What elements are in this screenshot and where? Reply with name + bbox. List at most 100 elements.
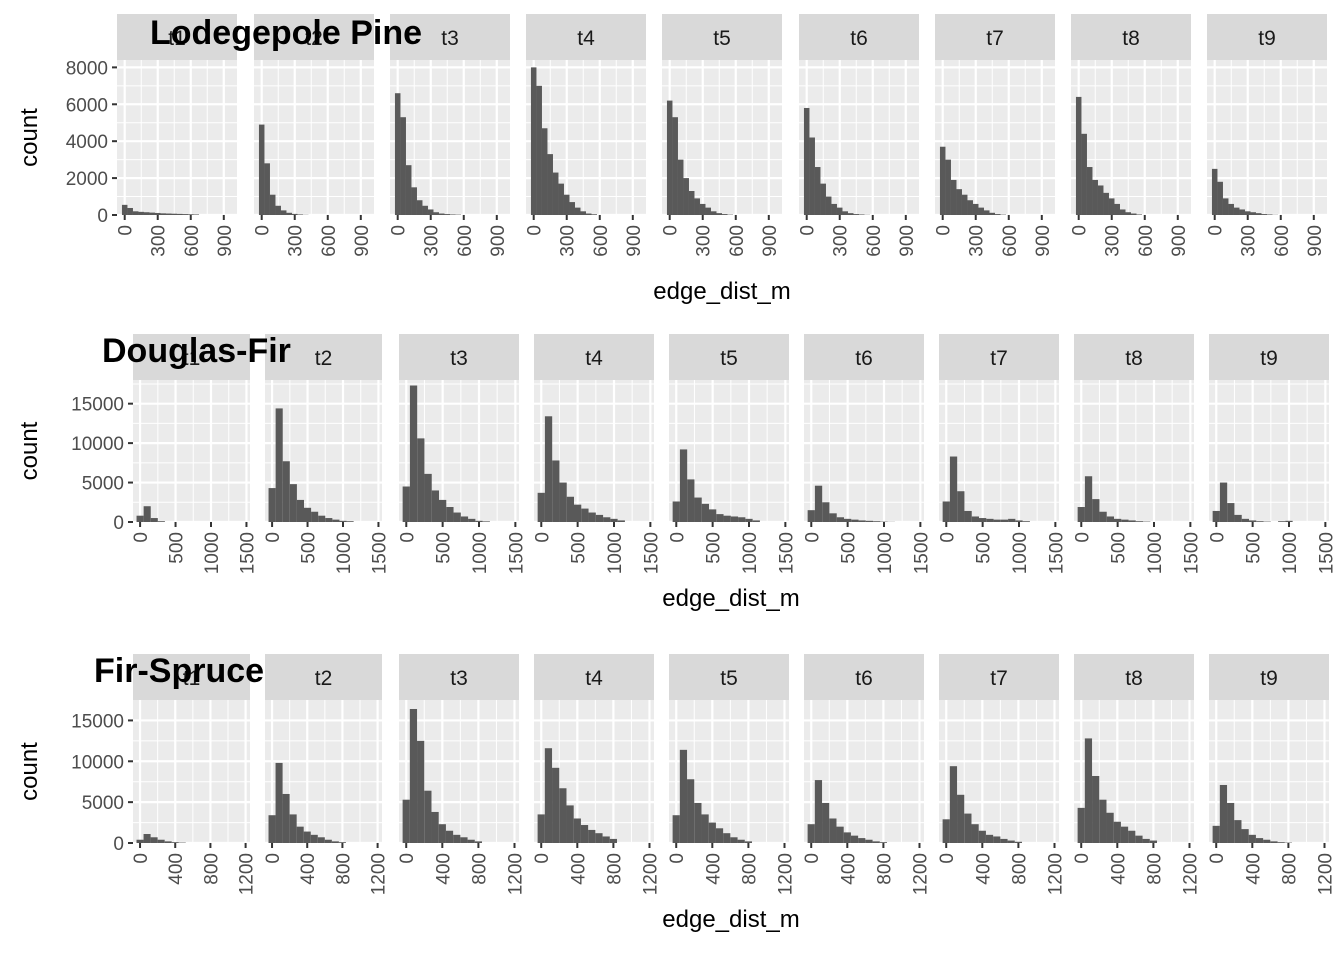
histogram-bar	[1228, 203, 1234, 215]
x-tick-label: 0	[263, 853, 284, 864]
x-tick-label: 600	[864, 225, 885, 257]
x-tick-label: 300	[558, 225, 579, 257]
histogram-bar	[701, 814, 709, 843]
strip-t4	[534, 334, 654, 380]
histogram-bar	[566, 805, 574, 843]
histogram-bar	[1256, 521, 1264, 522]
y-axis-title: count	[16, 108, 43, 167]
histogram-bar	[1114, 203, 1120, 215]
histogram-bar	[809, 137, 815, 215]
x-tick-label: 800	[469, 853, 490, 885]
histogram-bar	[993, 519, 1001, 522]
histogram-bar	[282, 461, 290, 522]
strip-t7	[939, 654, 1059, 700]
histogram-bar	[588, 829, 596, 843]
histogram-bar	[617, 520, 625, 522]
histogram-bar	[552, 460, 560, 522]
histogram-bar	[460, 516, 469, 522]
histogram-bar	[825, 196, 832, 215]
x-tick-label: 0	[802, 532, 823, 543]
y-tick-label: 8000	[66, 58, 108, 79]
histogram-bar	[1149, 840, 1158, 843]
histogram-bar	[1092, 775, 1100, 843]
histogram-bar	[683, 178, 689, 215]
strip-label: t3	[441, 27, 459, 50]
histogram-bar	[872, 841, 880, 843]
x-tick-label: 500	[839, 532, 860, 564]
histogram-bar	[709, 509, 717, 522]
histogram-bar	[318, 515, 326, 522]
histogram-bar	[957, 794, 965, 843]
histogram-bar	[563, 194, 570, 215]
strip-t7	[935, 14, 1055, 60]
histogram-bar	[444, 214, 450, 215]
histogram-bar	[949, 456, 958, 522]
x-tick-label: 1500	[1046, 532, 1067, 574]
histogram-bar	[286, 212, 292, 215]
y-tick-label: 15000	[71, 395, 124, 416]
histogram-bar	[268, 815, 276, 843]
histogram-bar	[807, 824, 815, 843]
histogram-bar	[275, 762, 283, 843]
histogram-bar	[694, 497, 702, 522]
histogram-bar	[424, 790, 432, 843]
x-tick-label: 1000	[1010, 532, 1031, 574]
histogram-bar	[1248, 834, 1256, 843]
x-tick-label: 0	[116, 225, 137, 236]
x-tick-label: 300	[422, 225, 443, 257]
histogram-bar	[1022, 521, 1030, 522]
strip-t3	[399, 654, 519, 700]
histogram-bar	[964, 510, 972, 522]
histogram-bar	[836, 517, 844, 522]
histogram-bar	[1277, 842, 1285, 843]
histogram-bar	[171, 213, 177, 215]
histogram-bar	[687, 779, 695, 843]
panel-t6: t6 0 300 600 900	[798, 14, 919, 257]
histogram-bar	[1007, 840, 1015, 843]
x-tick-label: 500	[974, 532, 995, 564]
histogram-bar	[1077, 807, 1085, 843]
x-tick-label: 900	[1305, 225, 1326, 257]
panel-t8: t8 0 500 1000 1500	[1072, 334, 1202, 574]
histogram-bar	[1000, 838, 1008, 843]
histogram-bar	[853, 214, 859, 215]
strip-t9	[1209, 334, 1329, 380]
histogram-bar	[150, 518, 158, 522]
x-tick-label: 0	[1072, 532, 1093, 543]
histogram-bar	[1222, 198, 1229, 215]
histogram-bar	[1014, 841, 1023, 843]
strip-label: t6	[855, 667, 873, 690]
x-tick-label: 1500	[506, 532, 527, 574]
x-tick-label: 300	[967, 225, 988, 257]
histogram-bar	[1250, 212, 1256, 215]
histogram-bar	[536, 85, 542, 215]
histogram-bar	[460, 837, 468, 843]
x-tick-label: 900	[624, 225, 645, 257]
y-tick-label: 10000	[71, 752, 124, 773]
x-tick-label: 800	[739, 853, 760, 885]
histogram-bar	[1255, 213, 1262, 215]
histogram-bar	[439, 499, 447, 522]
panel-t4: t4 0 400 800 1200	[532, 654, 661, 895]
histogram-bar	[1092, 179, 1098, 215]
histogram-bar	[154, 212, 161, 215]
x-tick-label: 300	[286, 225, 307, 257]
histogram-bar	[573, 818, 581, 843]
histogram-bar	[971, 824, 979, 843]
histogram-bar	[843, 832, 851, 843]
x-tick-label: 1200	[1180, 853, 1201, 895]
histogram-bar	[1267, 214, 1273, 215]
panel-t9: t9 0 500 1000 1500	[1207, 334, 1337, 574]
histogram-bar	[289, 814, 297, 843]
strip-label: t6	[850, 27, 868, 50]
histogram-bar	[730, 837, 738, 843]
histogram-bar	[1135, 835, 1143, 843]
histogram-bar	[264, 163, 270, 215]
histogram-bar	[143, 506, 151, 522]
histogram-bar	[177, 213, 183, 215]
histogram-bar	[814, 780, 823, 843]
histogram-bar	[820, 183, 826, 215]
x-tick-label: 0	[1206, 225, 1227, 236]
y-tick-label: 5000	[82, 474, 124, 495]
